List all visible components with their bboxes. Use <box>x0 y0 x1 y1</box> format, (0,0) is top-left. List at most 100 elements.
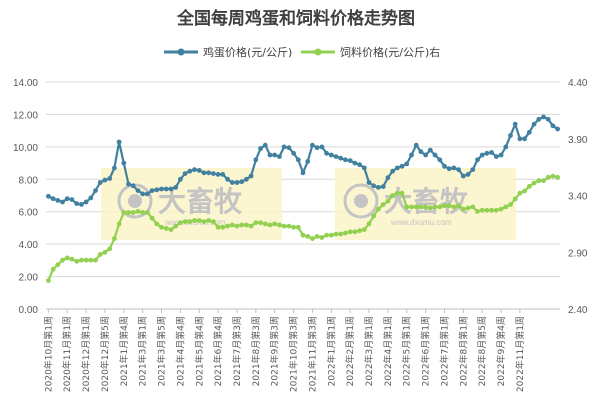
data-point <box>163 226 169 231</box>
data-point <box>154 221 160 227</box>
data-point <box>107 176 113 181</box>
data-point <box>83 199 89 205</box>
data-point <box>498 206 504 212</box>
data-point <box>319 235 325 240</box>
data-point <box>286 223 292 229</box>
data-point <box>451 204 457 210</box>
data-point <box>126 181 131 187</box>
legend-egg-marker <box>177 48 185 56</box>
data-point <box>310 142 315 148</box>
data-point <box>437 157 443 163</box>
x-tick-label: 2021年4月第4周 <box>174 316 186 386</box>
data-point <box>465 172 471 177</box>
data-point <box>258 220 263 226</box>
x-tick-label: 2021年8月第3周 <box>250 316 262 386</box>
data-point <box>446 166 452 172</box>
chart-title: 全国每周鸡蛋和饲料价格走势图 <box>176 8 415 29</box>
data-point <box>413 204 419 210</box>
legend-egg-label: 鸡蛋价格(元/公斤) <box>203 45 292 59</box>
legend-item-feed: 饲料价格(元/公斤)右 <box>301 45 440 59</box>
data-point <box>295 157 301 163</box>
data-point <box>427 147 433 153</box>
right-axis: 2.40 2.90 3.40 3.90 4.40 <box>568 78 588 316</box>
data-point <box>97 180 103 185</box>
data-point <box>446 203 452 209</box>
left-tick-label: 6.00 <box>19 208 39 219</box>
left-tick-label: 2.00 <box>19 273 39 284</box>
data-point <box>154 187 160 193</box>
data-point <box>418 204 424 210</box>
data-point <box>550 173 556 179</box>
data-point <box>173 185 179 190</box>
data-point <box>409 152 414 158</box>
data-point <box>385 175 391 181</box>
data-point <box>102 249 108 255</box>
watermark-2-brand: 大畜牧 <box>384 185 469 218</box>
data-point <box>508 133 513 138</box>
data-point <box>460 173 466 179</box>
data-point <box>536 116 542 122</box>
x-tick-label: 2021年1月第4周 <box>118 316 130 386</box>
data-point <box>50 266 56 272</box>
data-point <box>493 207 499 213</box>
x-tick-label: 2020年11月第1周 <box>61 316 73 392</box>
data-point <box>550 123 556 129</box>
data-point <box>182 171 188 177</box>
data-point <box>225 223 231 229</box>
data-point <box>272 152 278 158</box>
data-point <box>390 168 395 174</box>
data-point <box>385 198 391 204</box>
data-point <box>291 150 296 156</box>
data-point <box>145 210 150 215</box>
data-point <box>531 180 537 186</box>
right-tick-label: 3.40 <box>568 192 588 203</box>
x-tick-label: 2021年5月第4周 <box>193 316 205 386</box>
left-tick-label: 0.00 <box>19 305 39 316</box>
data-point <box>456 167 461 173</box>
data-point <box>149 188 155 194</box>
legend: 鸡蛋价格(元/公斤) 饲料价格(元/公斤)右 <box>164 45 440 59</box>
data-point <box>272 221 278 227</box>
data-point <box>64 255 70 261</box>
data-point <box>60 257 65 263</box>
data-point <box>253 157 259 163</box>
data-point <box>394 165 400 171</box>
x-tick-label: 2020年12月第5周 <box>99 316 111 392</box>
data-point <box>140 191 146 197</box>
x-tick-label: 2022年11月第1周 <box>514 316 526 392</box>
x-tick-label: 2022年2月第1周 <box>344 316 356 386</box>
data-point <box>192 218 197 223</box>
data-point <box>376 206 381 212</box>
data-point <box>220 172 226 177</box>
data-point <box>135 188 141 194</box>
x-tick-label: 2022年8月第1周 <box>457 316 469 386</box>
watermark-2-logo-dot <box>354 194 368 208</box>
data-point <box>541 114 546 120</box>
data-point <box>376 185 381 190</box>
data-point <box>168 227 174 233</box>
data-point <box>503 204 509 210</box>
data-point <box>229 222 235 228</box>
x-tick-label: 2021年9月第3周 <box>269 316 281 386</box>
data-point <box>479 152 485 158</box>
data-point <box>432 152 438 158</box>
data-point <box>178 220 183 226</box>
legend-item-egg: 鸡蛋价格(元/公斤) <box>164 45 292 59</box>
data-point <box>244 222 249 228</box>
data-point <box>93 188 98 194</box>
data-point <box>163 186 169 192</box>
data-point <box>187 219 193 225</box>
data-point <box>248 173 254 179</box>
x-tick-label: 2022年9月第4周 <box>495 316 507 386</box>
data-point <box>112 165 117 171</box>
data-point <box>300 232 306 238</box>
legend-feed-marker <box>314 48 322 56</box>
data-point <box>130 210 136 215</box>
data-point <box>300 170 306 176</box>
data-point <box>343 157 348 163</box>
data-point <box>69 256 75 262</box>
data-point <box>347 229 353 235</box>
x-axis: 2020年10月第1周 2020年11月第1周 2020年12月第1周 2020年12… <box>42 309 526 392</box>
data-point <box>531 121 537 127</box>
